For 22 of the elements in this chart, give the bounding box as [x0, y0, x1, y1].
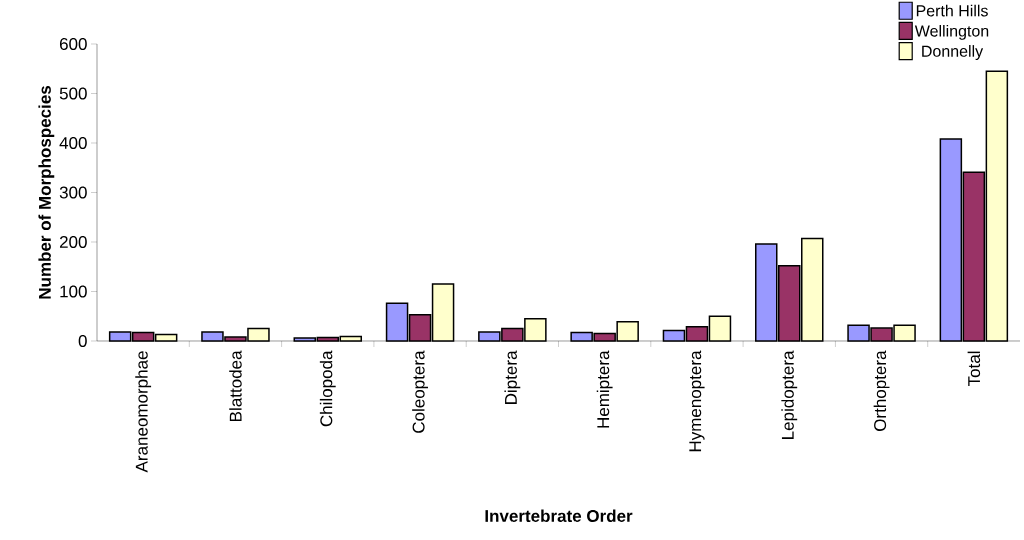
y-tick-label: 100 — [60, 285, 87, 298]
x-tick-label: Lepidoptera — [781, 350, 798, 439]
x-axis-title: Invertebrate Order — [485, 509, 633, 523]
x-tick-label: Total — [967, 351, 981, 387]
y-tick-label: 500 — [59, 87, 87, 100]
x-tick-label: Chilopoda — [319, 350, 336, 427]
x-tick-label: Hemiptera — [596, 350, 613, 428]
x-tick-label: Diptera — [504, 350, 521, 404]
y-tick-label: 200 — [59, 235, 87, 249]
legend-label: Perth Hills — [916, 4, 988, 17]
y-tick-label: 600 — [59, 37, 87, 51]
x-tick-label: Araneomorphae — [135, 351, 152, 473]
legend-label: Wellington — [914, 24, 989, 40]
legend-label: Donnelly — [922, 45, 984, 61]
y-axis-title: Number of Morphospecies — [38, 86, 55, 299]
x-tick-label: Orthoptera — [873, 350, 890, 431]
y-tick-label: 400 — [59, 136, 87, 150]
y-tick-label: 0 — [78, 334, 87, 348]
x-tick-label: Hymenoptera — [689, 350, 705, 452]
y-tick-label: 300 — [59, 186, 87, 199]
x-tick-label: Blattodea — [229, 350, 242, 421]
x-tick-label: Coleoptera — [412, 350, 428, 433]
